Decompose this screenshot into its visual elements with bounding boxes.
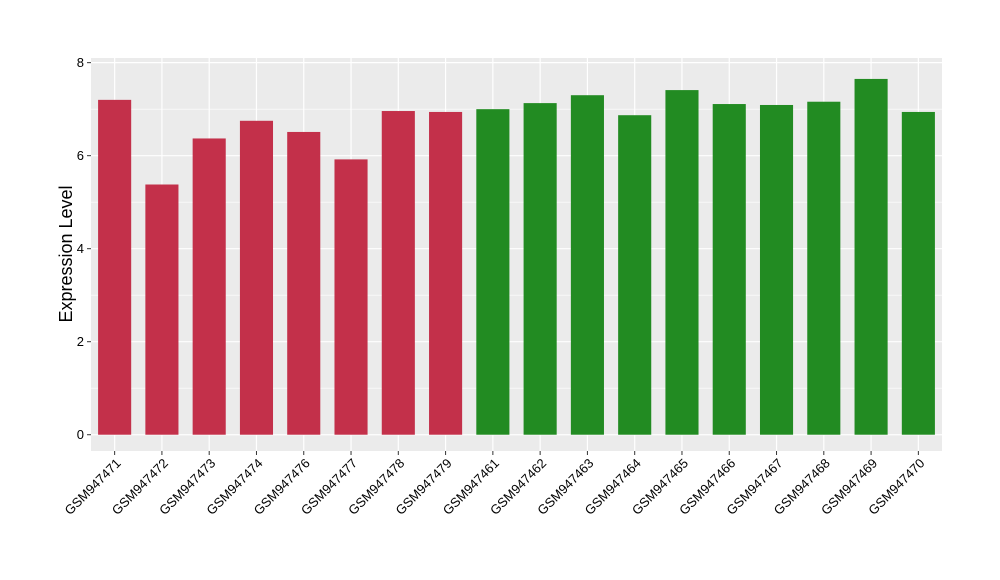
bar-GSM947474	[239, 120, 274, 435]
bar-GSM947463	[570, 95, 604, 435]
x-axis: GSM947471GSM947472GSM947473GSM947474GSM9…	[62, 451, 927, 518]
y-tick-label: 0	[77, 427, 84, 442]
bar-GSM947468	[807, 101, 841, 435]
plot-panel	[91, 58, 942, 451]
bar-GSM947461	[476, 109, 510, 435]
bar-GSM947469	[854, 78, 888, 435]
bar-GSM947464	[618, 115, 652, 435]
bar-GSM947471	[98, 99, 132, 435]
bar-GSM947479	[429, 111, 463, 435]
bar-GSM947466	[712, 104, 746, 435]
y-tick-label: 2	[77, 334, 84, 349]
bar-GSM947476	[287, 131, 321, 435]
bar-GSM947465	[665, 90, 699, 435]
y-axis: 0 2 4 6 8	[77, 55, 91, 442]
bar-GSM947477	[334, 159, 368, 435]
bars	[98, 78, 935, 435]
y-axis-title: Expression Level	[56, 185, 76, 322]
bar-GSM947478	[381, 111, 415, 435]
bar-GSM947462	[523, 103, 557, 435]
bar-GSM947473	[192, 138, 226, 435]
y-tick-label: 6	[77, 148, 84, 163]
y-tick-label: 8	[77, 55, 84, 70]
bar-GSM947467	[759, 104, 794, 435]
bar-GSM947470	[901, 111, 935, 435]
bar-GSM947472	[145, 184, 179, 435]
y-tick-label: 4	[77, 241, 84, 256]
